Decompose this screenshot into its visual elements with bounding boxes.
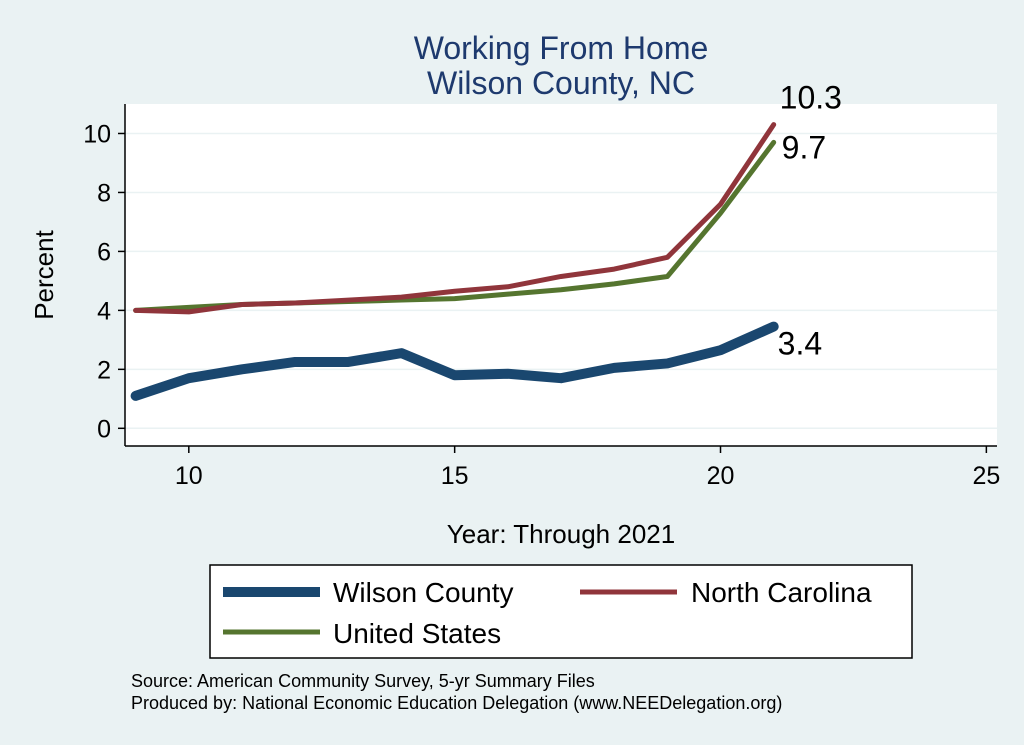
legend: Wilson County North Carolina United Stat…: [209, 564, 913, 659]
series-end-labels: 3.4 10.3 9.7: [778, 80, 842, 362]
axes: 0 2 4 6 8 10 10 15 20 25: [83, 104, 1000, 490]
legend-label-wilson-county: Wilson County: [333, 577, 514, 608]
legend-box: [209, 564, 913, 659]
gridlines: [125, 132, 997, 430]
legend-label-north-carolina: North Carolina: [691, 577, 872, 608]
y-tick-label: 8: [97, 179, 111, 207]
legend-label-united-states: United States: [333, 618, 501, 649]
chart-title-line-2: Wilson County, NC: [427, 65, 695, 101]
y-axis-label: Percent: [29, 229, 59, 319]
x-tick-label: 25: [972, 462, 1000, 490]
producer-note: Produced by: National Economic Education…: [131, 693, 782, 713]
y-tick-label: 4: [97, 297, 111, 325]
y-tick-label: 6: [97, 238, 111, 266]
y-tick-label: 10: [83, 120, 111, 148]
chart-title-line-1: Working From Home: [414, 30, 709, 66]
series-line-north-carolina: [133, 122, 777, 315]
end-label-north-carolina: 10.3: [780, 80, 842, 116]
x-axis-label: Year: Through 2021: [447, 519, 675, 549]
end-label-wilson-county: 3.4: [778, 326, 822, 362]
end-label-united-states: 9.7: [782, 129, 826, 165]
series-lines: [130, 122, 779, 401]
source-note: Source: American Community Survey, 5-yr …: [131, 671, 595, 691]
series-line-wilson-county: [130, 321, 779, 401]
x-tick-label: 10: [175, 462, 203, 490]
y-tick-label: 0: [97, 415, 111, 443]
x-tick-label: 20: [707, 462, 735, 490]
x-tick-label: 15: [441, 462, 469, 490]
y-tick-label: 2: [97, 356, 111, 384]
